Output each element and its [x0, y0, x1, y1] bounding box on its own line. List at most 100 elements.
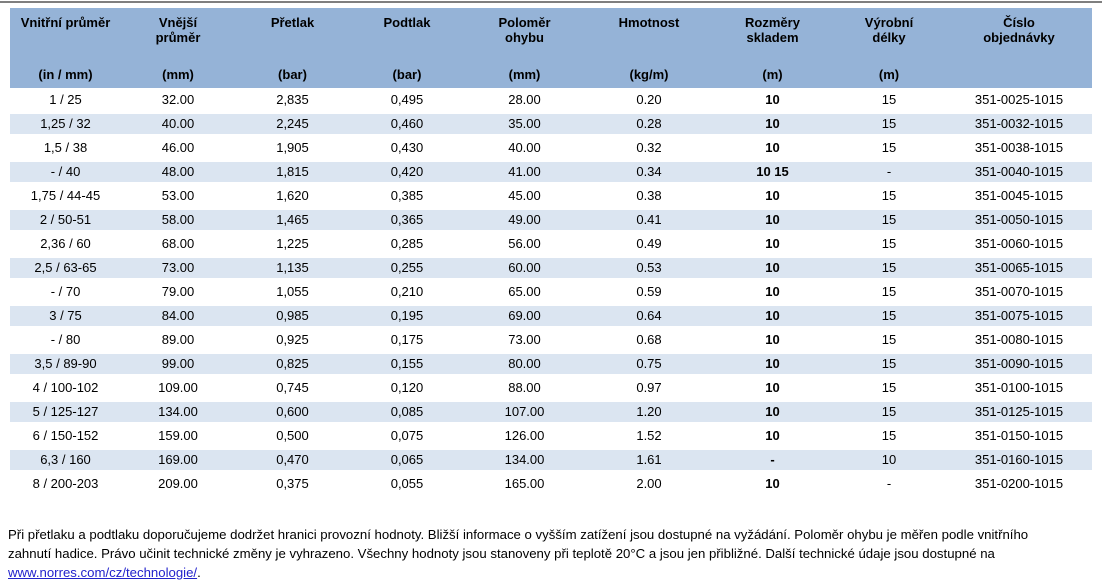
table-cell: 10: [832, 448, 946, 472]
table-cell: 0,420: [350, 160, 464, 184]
table-cell: 0,500: [276, 428, 309, 443]
table-row: 1,75 / 44-45 53.00 1,620 0,385 45.00 0.38 10 15…: [10, 184, 1092, 208]
table-cell: 0,175: [390, 332, 424, 347]
table-cell: 351-0200-1015: [974, 476, 1064, 491]
table-cell: 99.00: [121, 352, 235, 376]
table-cell: 0,430: [390, 140, 424, 155]
table-cell: 73.00: [121, 256, 235, 280]
table-cell: 10: [765, 476, 780, 491]
table-cell: 0.28: [585, 112, 713, 136]
table-cell: 0.20: [636, 92, 662, 107]
column-title: Hmotnost: [618, 15, 680, 30]
table-cell: 3 / 75: [10, 304, 121, 328]
table-cell: 0.75: [585, 352, 713, 376]
table-row: 3,5 / 89-90 99.00 0,825 0,155 80.00 0.75 10 15 3…: [10, 352, 1092, 376]
table-cell: 88.00: [508, 380, 541, 395]
table-cell: 45.00: [508, 188, 541, 203]
table-cell: 1.61: [585, 448, 713, 472]
table-cell: 107.00: [464, 400, 585, 424]
table-cell: 15: [832, 352, 946, 376]
table-cell: 1,815: [235, 160, 350, 184]
table-cell: 10: [765, 92, 780, 107]
norres-technologie-link[interactable]: www.norres.com/cz/technologie/: [8, 565, 198, 580]
table-cell: - / 80: [50, 332, 81, 347]
table-cell: 0,985: [235, 304, 350, 328]
column-header: Vnější průměr (mm): [121, 8, 235, 88]
table-cell: 1.20: [585, 400, 713, 424]
table-cell: 0,495: [390, 92, 424, 107]
column-header: Číslo objednávky: [946, 8, 1092, 88]
table-cell: 0,285: [390, 236, 424, 251]
column-unit: (mm): [508, 67, 541, 82]
column-title: Číslo objednávky: [983, 15, 1055, 45]
table-cell: 0,385: [390, 188, 424, 203]
table-cell: 351-0100-1015: [974, 380, 1064, 395]
table-cell: 15: [881, 92, 897, 107]
table-cell: 209.00: [158, 476, 198, 491]
link-suffix: .: [197, 565, 201, 580]
table-cell: - / 40: [10, 160, 121, 184]
table-row: 4 / 100-102 109.00 0,745 0,120 88.00 0.97 10 15…: [10, 376, 1092, 400]
table-cell: 1,135: [235, 256, 350, 280]
table-cell: 2,245: [235, 112, 350, 136]
table-cell: 8 / 200-203: [32, 476, 99, 491]
table-cell: 69.00: [464, 304, 585, 328]
table-cell: 0,120: [390, 380, 424, 395]
table-cell: 0,065: [350, 448, 464, 472]
table-cell: 0,460: [350, 112, 464, 136]
table-cell: 126.00: [504, 428, 545, 443]
table-cell: 15: [881, 236, 897, 251]
table-cell: 0,155: [350, 352, 464, 376]
column-unit: (bar): [278, 67, 307, 82]
table-cell: 15: [881, 332, 897, 347]
table-cell: 1,465: [235, 208, 350, 232]
table-cell: 1,225: [276, 236, 309, 251]
table-cell: 0,195: [350, 304, 464, 328]
table-cell: 0,075: [390, 428, 424, 443]
table-row: 3 / 75 84.00 0,985 0,195 69.00 0.64 10 15 351-00…: [10, 304, 1092, 328]
column-title: Rozměry skladem: [745, 15, 800, 45]
table-cell: 10: [765, 236, 780, 251]
table-cell: 15: [832, 256, 946, 280]
table-cell: -: [886, 476, 892, 491]
table-cell: 73.00: [508, 332, 541, 347]
column-header: Přetlak (bar): [235, 8, 350, 88]
table-cell: 0,055: [390, 476, 424, 491]
table-cell: 10: [765, 380, 780, 395]
table-cell: 351-0070-1015: [974, 284, 1064, 299]
table-cell: 165.00: [504, 476, 545, 491]
table-cell: 15: [881, 140, 897, 155]
column-header: Poloměr ohybu (mm): [464, 8, 585, 88]
table-cell: 0.32: [636, 140, 662, 155]
table-cell: -: [713, 448, 832, 472]
table-cell: 0,825: [235, 352, 350, 376]
table-cell: 351-0125-1015: [946, 400, 1092, 424]
table-cell: 0.41: [585, 208, 713, 232]
table-cell: 2 / 50-51: [10, 208, 121, 232]
column-unit: (m): [878, 67, 900, 82]
table-cell: 351-0038-1015: [974, 140, 1064, 155]
table-cell: 10 15: [713, 160, 832, 184]
column-header: Podtlak (bar): [350, 8, 464, 88]
table-cell: 10: [713, 304, 832, 328]
table-body: 1 / 25 32.00 2,835 0,495 28.00 0.20 10 15 351-00…: [10, 88, 1092, 496]
table-cell: 10: [713, 352, 832, 376]
top-divider: [0, 1, 1102, 3]
table-cell: 0.68: [636, 332, 662, 347]
footer-note: Při přetlaku a podtlaku doporučujeme dod…: [8, 525, 1092, 582]
table-row: 6,3 / 160 169.00 0,470 0,065 134.00 1.61-10 35…: [10, 448, 1092, 472]
table-cell: 1,25 / 32: [10, 112, 121, 136]
table-cell: 15: [832, 304, 946, 328]
table-cell: 351-0090-1015: [946, 352, 1092, 376]
table-row: 1,25 / 32 40.00 2,245 0,460 35.00 0.28 10 15 351…: [10, 112, 1092, 136]
table-cell: 10: [765, 428, 780, 443]
table-cell: 1,055: [276, 284, 309, 299]
table-cell: 58.00: [121, 208, 235, 232]
table-cell: 15: [881, 380, 897, 395]
table-cell: 6,3 / 160: [10, 448, 121, 472]
table-cell: 15: [832, 400, 946, 424]
table-cell: 15: [832, 208, 946, 232]
table-cell: 10: [765, 188, 780, 203]
table-cell: 28.00: [508, 92, 541, 107]
table-row: 2 / 50-51 58.00 1,465 0,365 49.00 0.41 10 15 351…: [10, 208, 1092, 232]
